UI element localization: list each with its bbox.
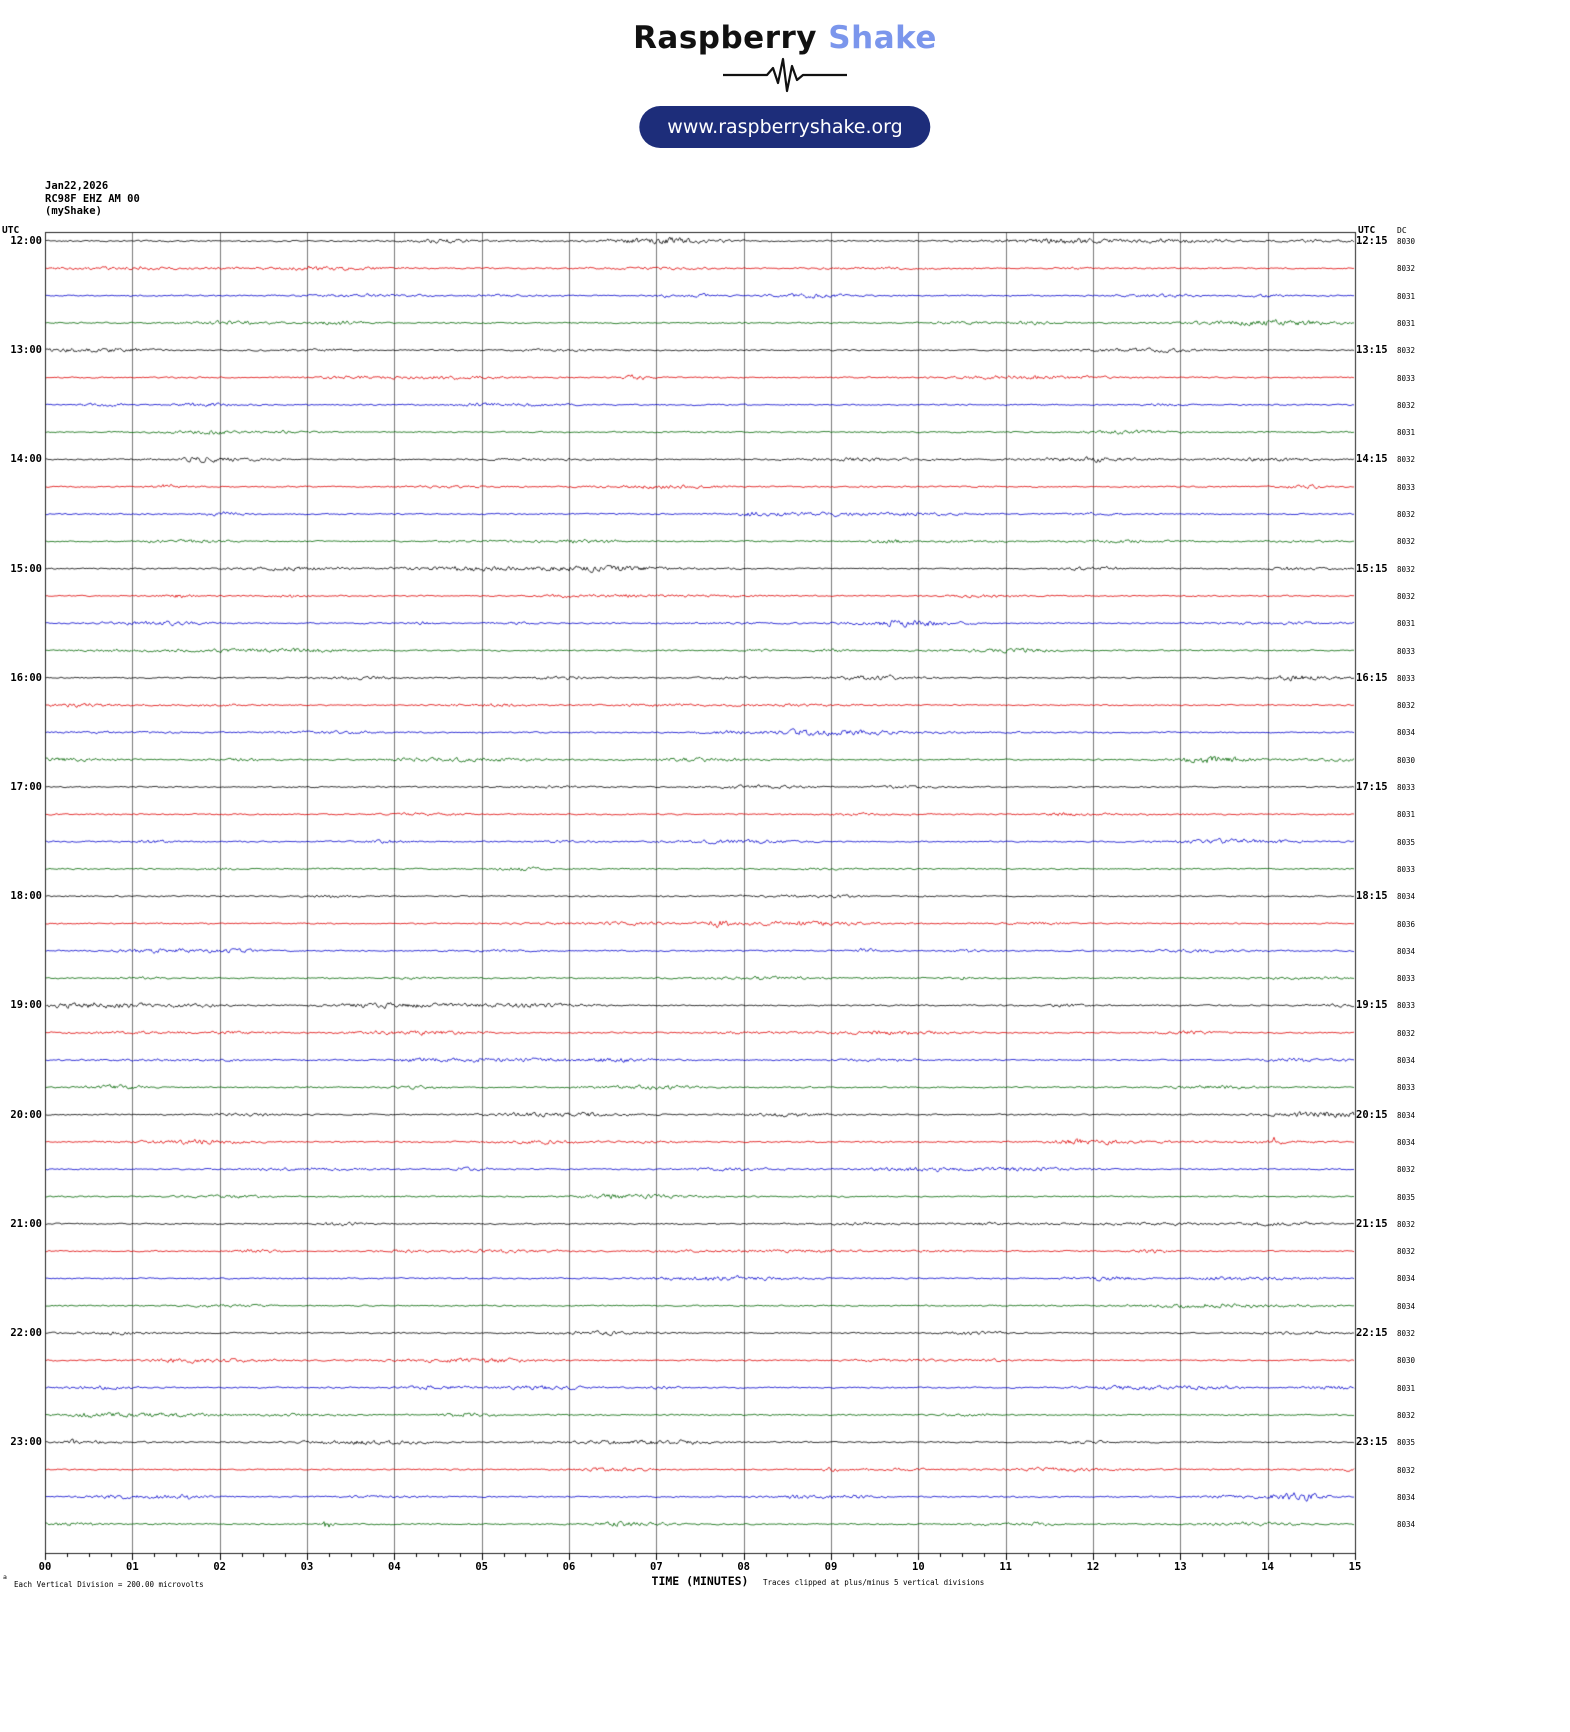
hour-label: 21:00 <box>10 1217 42 1230</box>
dc-value: 8032 <box>1397 346 1416 356</box>
dc-value: 8032 <box>1397 564 1416 574</box>
right-time-label: 20:15 <box>1356 1108 1388 1121</box>
hour-label: 23:00 <box>10 1436 42 1449</box>
dc-value: 8034 <box>1397 1520 1416 1530</box>
right-time-label: 16:15 <box>1356 671 1388 684</box>
dc-value: 8033 <box>1397 646 1416 656</box>
hour-label: 17:00 <box>10 781 42 793</box>
x-tick-label: 05 <box>475 1561 488 1573</box>
dc-value: 8030 <box>1397 755 1416 765</box>
right-time-label: 13:15 <box>1356 344 1388 357</box>
scale-note: Each Vertical Division = 200.00 microvol… <box>14 1580 204 1589</box>
dc-value: 8032 <box>1397 1165 1416 1175</box>
x-tick-label: 10 <box>912 1561 925 1573</box>
dc-value: 8032 <box>1397 1410 1416 1420</box>
dc-value: 8032 <box>1397 1028 1416 1038</box>
dc-value: 8034 <box>1397 1137 1416 1147</box>
dc-value: 8032 <box>1397 400 1416 410</box>
hour-label: 14:00 <box>10 453 42 466</box>
dc-value: 8032 <box>1397 455 1416 465</box>
dc-value: 8033 <box>1397 482 1416 492</box>
dc-value: 8034 <box>1397 1301 1416 1311</box>
dc-value: 8034 <box>1397 892 1416 902</box>
x-tick-label: 08 <box>737 1561 750 1573</box>
hour-label: 13:00 <box>10 344 42 357</box>
x-tick-label: 11 <box>999 1561 1012 1573</box>
dc-value: 8031 <box>1397 619 1416 629</box>
right-time-label: 18:15 <box>1356 890 1388 903</box>
dc-value: 8032 <box>1397 1465 1416 1475</box>
dc-value: 8033 <box>1397 783 1416 792</box>
hour-label: 12:00 <box>10 235 42 247</box>
x-tick-label: 09 <box>824 1561 838 1573</box>
right-time-label: 14:15 <box>1356 453 1388 466</box>
x-tick-label: 07 <box>650 1561 663 1573</box>
dc-value: 8031 <box>1397 428 1416 438</box>
dc-value: 8034 <box>1397 946 1416 956</box>
hour-label: 19:00 <box>10 999 42 1012</box>
x-tick-label: 01 <box>126 1561 139 1573</box>
corner-mark: a <box>3 1573 7 1581</box>
x-tick-label: 02 <box>213 1561 226 1573</box>
dc-value: 8034 <box>1397 728 1416 738</box>
dc-value: 8032 <box>1397 510 1416 519</box>
dc-value: 8034 <box>1397 1110 1416 1120</box>
dc-value: 8034 <box>1397 1492 1416 1502</box>
dc-value: 8031 <box>1397 318 1416 328</box>
dc-value: 8033 <box>1397 673 1416 683</box>
right-time-label: 15:15 <box>1356 562 1388 575</box>
right-time-label: 17:15 <box>1356 781 1388 793</box>
utc-label-right: UTC <box>1358 225 1376 236</box>
right-time-label: 12:15 <box>1356 235 1388 247</box>
dc-value: 8036 <box>1397 919 1416 929</box>
x-tick-label: 13 <box>1174 1561 1187 1573</box>
dc-value: 8035 <box>1397 837 1416 847</box>
x-axis-title: TIME (MINUTES) <box>651 1574 749 1588</box>
dc-value: 8033 <box>1397 864 1416 874</box>
x-tick-label: 06 <box>562 1561 576 1573</box>
x-tick-label: 14 <box>1261 1561 1274 1573</box>
dc-value: 8032 <box>1397 537 1416 547</box>
dc-value: 8035 <box>1397 1438 1416 1448</box>
dc-value: 8032 <box>1397 1329 1416 1338</box>
right-time-label: 22:15 <box>1356 1327 1388 1339</box>
x-tick-label: 12 <box>1086 1561 1100 1573</box>
dc-value: 8032 <box>1397 591 1416 601</box>
right-time-label: 21:15 <box>1356 1217 1388 1230</box>
hour-label: 20:00 <box>10 1108 42 1121</box>
dc-value: 8032 <box>1397 264 1416 274</box>
x-tick-label: 03 <box>300 1561 314 1573</box>
x-tick-label: 04 <box>388 1561 401 1573</box>
dc-value: 8031 <box>1397 810 1416 820</box>
utc-label-left: UTC <box>2 225 20 236</box>
dc-value: 8032 <box>1397 701 1416 711</box>
x-tick-label: 15 <box>1348 1561 1362 1573</box>
dc-value: 8035 <box>1397 1192 1416 1202</box>
dc-value: 8034 <box>1397 1274 1416 1284</box>
dc-value: 8030 <box>1397 237 1416 246</box>
dc-column-header: DC <box>1397 226 1407 235</box>
right-time-label: 19:15 <box>1356 999 1388 1012</box>
dc-value: 8031 <box>1397 291 1416 301</box>
dc-value: 8033 <box>1397 1083 1416 1093</box>
dc-value: 8032 <box>1397 1219 1416 1229</box>
right-time-label: 23:15 <box>1356 1436 1388 1449</box>
hour-label: 22:00 <box>10 1327 42 1339</box>
dc-value: 8032 <box>1397 1247 1416 1257</box>
hour-label: 16:00 <box>10 671 42 684</box>
clip-note: Traces clipped at plus/minus 5 vertical … <box>763 1578 985 1587</box>
dc-value: 8030 <box>1397 1356 1416 1366</box>
dc-value: 8033 <box>1397 1001 1416 1011</box>
dc-value: 8033 <box>1397 974 1416 984</box>
hour-label: 15:00 <box>10 562 42 575</box>
dc-value: 8034 <box>1397 1056 1416 1065</box>
dc-value: 8031 <box>1397 1383 1416 1393</box>
hour-label: 18:00 <box>10 890 42 903</box>
dc-value: 8033 <box>1397 373 1416 383</box>
x-tick-label: 00 <box>38 1561 52 1573</box>
